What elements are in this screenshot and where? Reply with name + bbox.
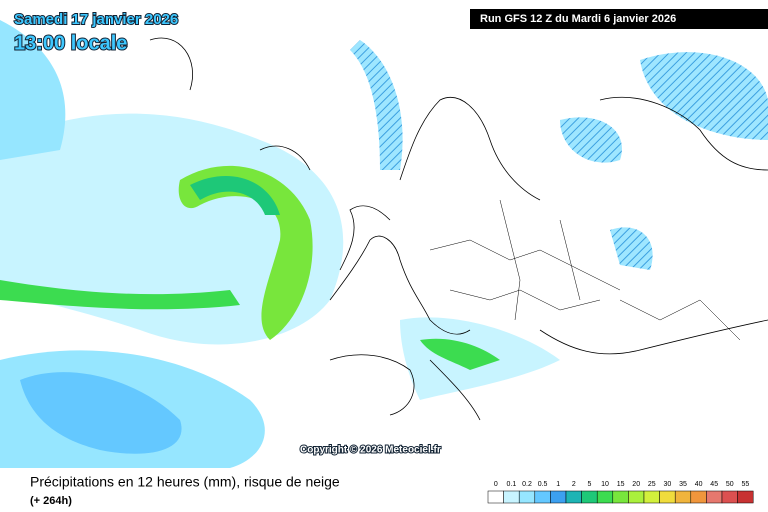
legend-swatch bbox=[550, 490, 567, 504]
legend-swatch bbox=[643, 490, 660, 504]
legend-label: 0.2 bbox=[522, 481, 532, 488]
legend-label: 2 bbox=[572, 481, 576, 488]
legend-label: 1 bbox=[556, 481, 560, 488]
legend-label: 20 bbox=[632, 481, 640, 488]
legend-label: 35 bbox=[679, 481, 687, 488]
footer-title: Précipitations en 12 heures (mm), risque… bbox=[30, 474, 340, 490]
legend-swatch bbox=[534, 490, 551, 504]
legend-swatch bbox=[628, 490, 645, 504]
legend-label: 0.5 bbox=[538, 481, 548, 488]
legend-swatch bbox=[612, 490, 629, 504]
legend: 0 0.1 0.2 0.5 1 2 5 10 15 20 25 30 35 40 45 50 55 bbox=[487, 481, 754, 504]
legend-swatch bbox=[706, 490, 723, 504]
copyright: Copyright © 2026 Meteociel.fr bbox=[300, 445, 441, 456]
run-label: Run GFS 12 Z du Mardi 6 janvier 2026 bbox=[480, 13, 676, 25]
legend-swatch bbox=[581, 490, 598, 504]
legend-swatch bbox=[721, 490, 738, 504]
legend-swatch bbox=[565, 490, 582, 504]
legend-label: 55 bbox=[742, 481, 750, 488]
legend-label: 40 bbox=[695, 481, 703, 488]
legend-label: 5 bbox=[587, 481, 591, 488]
legend-swatch bbox=[674, 490, 692, 504]
date-label: Samedi 17 janvier 2026 bbox=[14, 11, 178, 28]
legend-label: 0 bbox=[494, 481, 498, 488]
legend-label: 45 bbox=[710, 481, 718, 488]
legend-swatch bbox=[518, 490, 536, 504]
legend-swatch bbox=[503, 490, 520, 504]
legend-swatch bbox=[487, 490, 504, 504]
precipitation bbox=[0, 20, 768, 468]
run-box bbox=[470, 9, 768, 29]
legend-label: 25 bbox=[648, 481, 656, 488]
legend-label: 30 bbox=[664, 481, 672, 488]
legend-swatch bbox=[690, 490, 707, 504]
footer-background bbox=[0, 468, 768, 512]
borders bbox=[429, 199, 741, 341]
legend-label: 15 bbox=[617, 481, 625, 488]
legend-swatch bbox=[659, 490, 676, 504]
time-label: 13:00 locale bbox=[14, 32, 127, 54]
legend-swatch bbox=[737, 490, 754, 504]
legend-label: 10 bbox=[601, 481, 609, 488]
legend-label: 0.1 bbox=[507, 481, 517, 488]
footer-lead: (+ 264h) bbox=[30, 495, 72, 507]
legend-label: 50 bbox=[726, 481, 734, 488]
legend-swatch bbox=[596, 490, 614, 504]
coastlines bbox=[149, 37, 768, 421]
